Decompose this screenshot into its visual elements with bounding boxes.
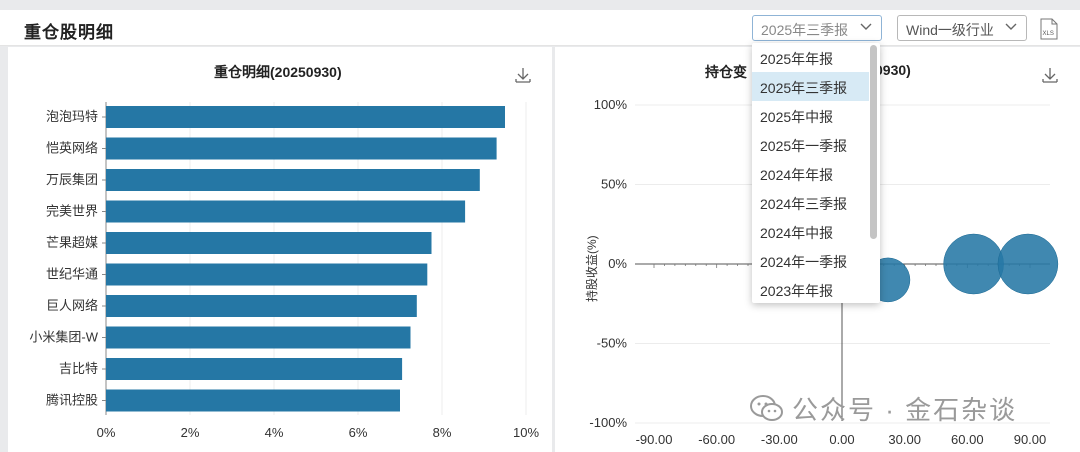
position-chart-title-tail: 0930) <box>875 62 911 78</box>
header-bar: 重仓股明细 2025年三季报 Wind一级行业 XLS <box>0 10 1080 46</box>
period-select-value: 2025年三季报 <box>761 22 849 38</box>
download-icon[interactable] <box>1041 66 1059 84</box>
y-tick-label: 50% <box>601 177 627 192</box>
chevron-down-icon <box>860 23 872 30</box>
position-chart-title: 持仓变 <box>705 64 747 80</box>
x-tick-label: 10% <box>513 425 539 440</box>
x-tick-label: 6% <box>349 425 368 440</box>
page-title: 重仓股明细 <box>24 23 114 42</box>
x-tick-label: -60.00 <box>698 432 735 447</box>
industry-select[interactable]: Wind一级行业 <box>897 15 1027 41</box>
x-tick-label: 8% <box>433 425 452 440</box>
category-label: 巨人网络 <box>46 298 98 313</box>
wechat-icon <box>750 394 783 421</box>
x-tick-label: 2% <box>181 425 200 440</box>
bar[interactable] <box>106 137 497 160</box>
dropdown-option[interactable]: 2024年一季报 <box>760 254 848 270</box>
y-tick-label: 0% <box>608 256 627 271</box>
x-tick-label: 0.00 <box>829 432 854 447</box>
category-label: 万辰集团 <box>46 172 98 187</box>
watermark-text: 公众号 · 金石杂谈 <box>792 395 1018 425</box>
category-label: 泡泡玛特 <box>46 109 98 124</box>
period-dropdown-menu: 2025年年报 2025年三季报 2025年中报 2025年一季报 2024年年报 202… <box>752 43 880 303</box>
bar[interactable] <box>106 295 417 317</box>
x-tick-label: 4% <box>265 425 284 440</box>
dropdown-option[interactable]: 2024年年报 <box>760 167 834 183</box>
bar[interactable] <box>106 232 432 254</box>
dropdown-option[interactable]: 2025年三季报 <box>752 72 869 101</box>
bar[interactable] <box>106 326 411 349</box>
x-tick-label: -30.00 <box>761 432 798 447</box>
dropdown-option[interactable]: 2023年年报 <box>760 283 834 299</box>
category-label: 世纪华通 <box>46 267 98 282</box>
top-strip <box>0 0 1080 10</box>
chevron-down-icon <box>1005 23 1017 30</box>
category-label: 吉比特 <box>59 361 98 376</box>
y-tick-label: -50% <box>597 336 628 351</box>
x-tick-label: 60.00 <box>951 432 984 447</box>
x-tick-label: -90.00 <box>636 432 673 447</box>
category-label: 腾讯控股 <box>46 393 98 408</box>
bubble[interactable] <box>997 233 1059 295</box>
holdings-panel: 重仓明细(20250930) 0% 2% 4% 6% 8% 10% 泡泡玛特恺英网络万辰集团… <box>8 47 552 452</box>
dropdown-option[interactable]: 2024年三季报 <box>760 196 848 212</box>
period-select[interactable]: 2025年三季报 <box>752 15 882 41</box>
dropdown-option[interactable]: 2025年中报 <box>760 109 834 125</box>
x-tick-label: 90.00 <box>1014 432 1047 447</box>
dropdown-option[interactable]: 2025年年报 <box>760 51 834 67</box>
bar[interactable] <box>106 200 466 223</box>
bar[interactable] <box>106 263 428 286</box>
category-label: 恺英网络 <box>46 141 98 156</box>
dropdown-option[interactable]: 2024年中报 <box>760 225 834 241</box>
y-tick-label: -100% <box>589 415 627 430</box>
y-axis-title: 持股收益(%) <box>585 235 599 302</box>
download-icon[interactable] <box>514 66 532 84</box>
holdings-chart-title: 重仓明细(20250930) <box>214 64 342 80</box>
xls-export-icon[interactable]: XLS <box>1040 18 1058 40</box>
category-label: 完美世界 <box>46 204 98 219</box>
dropdown-scrollbar[interactable] <box>870 45 877 239</box>
bar[interactable] <box>106 358 403 380</box>
bar[interactable] <box>106 169 480 191</box>
bubble[interactable] <box>943 233 1004 295</box>
bar[interactable] <box>106 106 505 128</box>
holdings-bar-chart: 0% 2% 4% 6% 8% 10% 泡泡玛特恺英网络万辰集团完美世界芒果超媒世纪华通巨人网… <box>29 102 539 440</box>
x-tick-label: 0% <box>97 425 116 440</box>
dropdown-option[interactable]: 2025年一季报 <box>760 138 848 154</box>
y-tick-label: 100% <box>594 97 628 112</box>
bar[interactable] <box>106 389 400 412</box>
category-label: 芒果超媒 <box>46 235 98 250</box>
category-label: 小米集团-W <box>29 330 98 345</box>
industry-select-value: Wind一级行业 <box>906 22 994 38</box>
watermark: 公众号 · 金石杂谈 <box>750 390 1017 426</box>
x-tick-label: 30.00 <box>888 432 921 447</box>
svg-text:XLS: XLS <box>1043 31 1054 37</box>
